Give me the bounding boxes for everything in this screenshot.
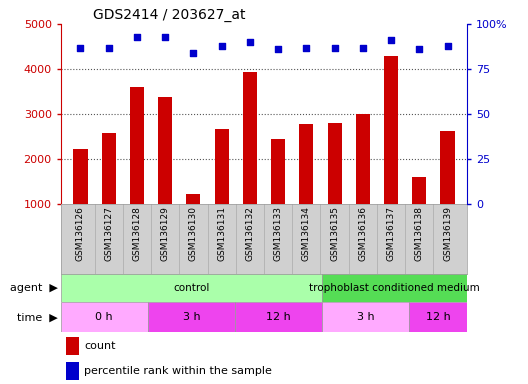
Bar [66, 362, 79, 379]
Point [105, 45, 113, 51]
Bar [327, 123, 342, 249]
Text: GSM136135: GSM136135 [330, 206, 339, 262]
Text: trophoblast conditioned medium: trophoblast conditioned medium [309, 283, 480, 293]
Bar [271, 139, 285, 249]
Bar [158, 97, 172, 249]
Point [76, 45, 84, 51]
Point [161, 34, 169, 40]
Point [246, 39, 254, 45]
Point [274, 46, 282, 53]
Point [189, 50, 197, 56]
Bar [214, 129, 229, 249]
Bar [186, 194, 201, 249]
Text: GSM136128: GSM136128 [133, 206, 142, 261]
Text: GSM136137: GSM136137 [386, 206, 395, 262]
Point [387, 37, 395, 43]
Bar [322, 274, 467, 302]
Bar [243, 72, 257, 249]
Bar [61, 274, 322, 302]
Bar [66, 337, 79, 355]
Bar [356, 114, 370, 249]
Point [444, 43, 452, 49]
Point [302, 45, 310, 51]
Text: GSM136138: GSM136138 [415, 206, 424, 262]
Bar [73, 149, 88, 249]
Text: GSM136133: GSM136133 [274, 206, 282, 262]
Bar [412, 177, 426, 249]
Text: time  ▶: time ▶ [17, 312, 58, 322]
Text: percentile rank within the sample: percentile rank within the sample [84, 366, 272, 376]
Text: GSM136139: GSM136139 [443, 206, 452, 262]
Bar [102, 133, 116, 249]
Text: GSM136129: GSM136129 [161, 206, 169, 261]
Text: GSM136132: GSM136132 [246, 206, 254, 261]
Bar [384, 56, 398, 249]
Point [415, 46, 423, 53]
Bar [148, 302, 235, 332]
Text: GSM136127: GSM136127 [104, 206, 113, 261]
Text: GSM136136: GSM136136 [359, 206, 367, 262]
Text: 12 h: 12 h [266, 312, 291, 322]
Text: GSM136134: GSM136134 [302, 206, 311, 261]
Text: 3 h: 3 h [357, 312, 374, 322]
Text: control: control [173, 283, 210, 293]
Bar [61, 302, 148, 332]
Text: agent  ▶: agent ▶ [10, 283, 58, 293]
Text: count: count [84, 341, 116, 351]
Point [331, 45, 339, 51]
Bar [409, 302, 467, 332]
Text: GSM136131: GSM136131 [217, 206, 226, 262]
Bar [299, 124, 314, 249]
Text: 12 h: 12 h [426, 312, 450, 322]
Bar [440, 131, 455, 249]
Point [133, 34, 141, 40]
Text: GSM136130: GSM136130 [189, 206, 198, 262]
Point [218, 43, 226, 49]
Point [359, 45, 367, 51]
Bar [235, 302, 322, 332]
Bar [322, 302, 409, 332]
Text: 0 h: 0 h [96, 312, 113, 322]
Text: GDS2414 / 203627_at: GDS2414 / 203627_at [93, 8, 246, 22]
Text: GSM136126: GSM136126 [76, 206, 85, 261]
Bar [130, 87, 144, 249]
Text: 3 h: 3 h [183, 312, 200, 322]
